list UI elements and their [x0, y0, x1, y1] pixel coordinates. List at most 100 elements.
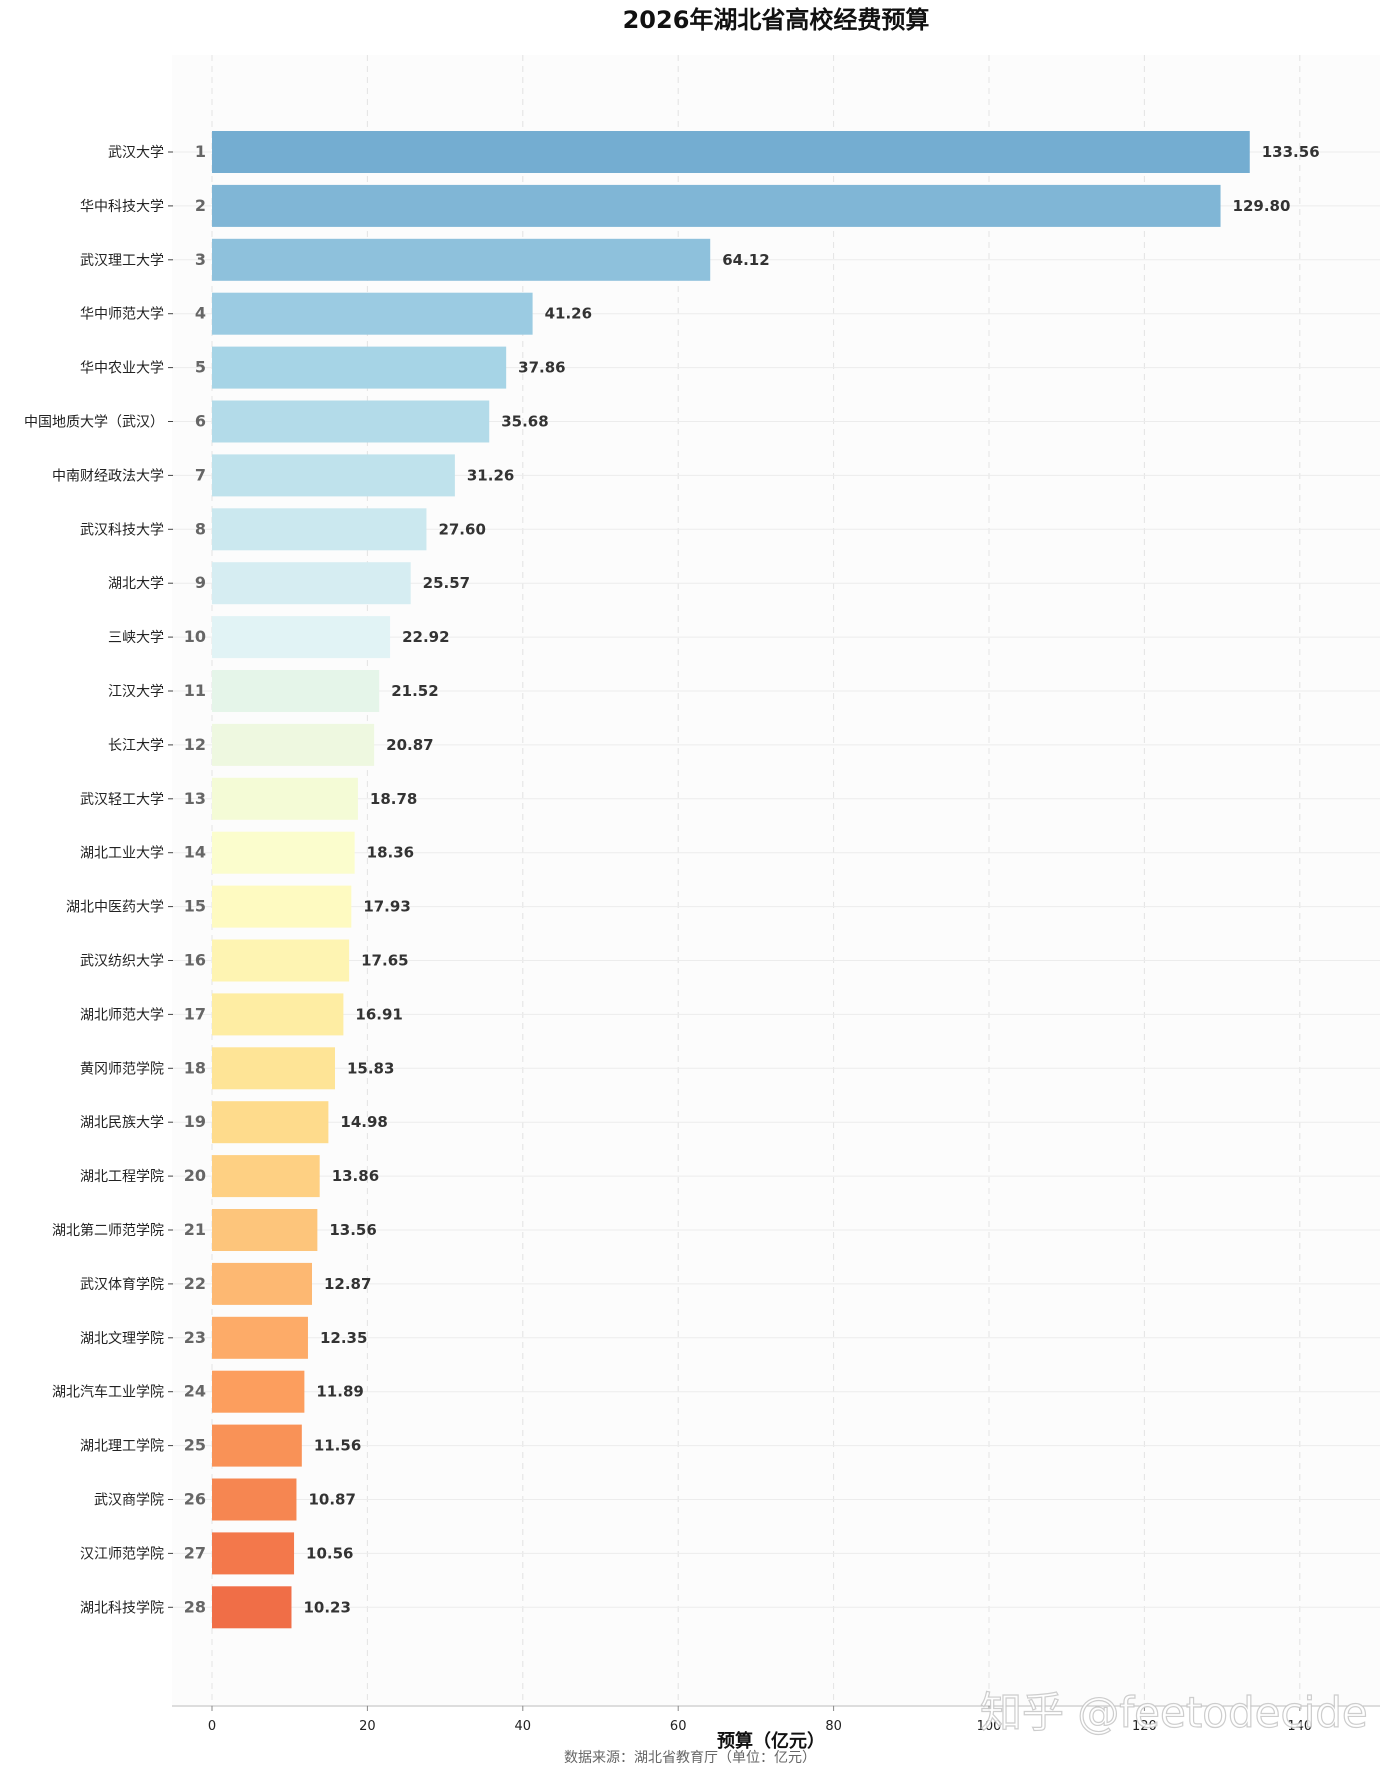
value-label: 21.52 [391, 682, 438, 700]
value-label: 13.86 [332, 1167, 379, 1185]
rank-label: 7 [195, 465, 206, 484]
rank-label: 25 [184, 1436, 206, 1455]
category-label: 湖北工业大学 [80, 846, 164, 862]
bar [212, 1478, 297, 1521]
category-label: 武汉科技大学 [80, 522, 164, 538]
bar [212, 400, 490, 443]
bars: 133.56 129.80 64.12 41.26 37.86 35.68 31.26 27.… [212, 131, 1320, 1629]
rank-label: 11 [184, 681, 206, 700]
rank-label: 6 [195, 412, 206, 431]
value-label: 31.26 [467, 466, 514, 484]
bar [212, 184, 1221, 227]
value-label: 18.36 [367, 844, 414, 862]
value-label: 16.91 [355, 1005, 402, 1023]
rank-label: 21 [184, 1220, 206, 1239]
value-label: 37.86 [518, 359, 565, 377]
bar [212, 1316, 308, 1359]
bar [212, 508, 427, 551]
bar [212, 1047, 335, 1090]
rank-label: 5 [195, 358, 206, 377]
rank-label: 23 [184, 1328, 206, 1347]
bar [212, 993, 344, 1036]
bar [212, 616, 391, 659]
value-label: 41.26 [545, 305, 592, 323]
bar [212, 1101, 329, 1144]
value-label: 25.57 [423, 574, 470, 592]
bar [212, 1586, 292, 1629]
category-label: 湖北汽车工业学院 [52, 1384, 164, 1401]
value-label: 64.12 [722, 251, 769, 269]
x-tick-label: 100 [977, 1719, 1002, 1734]
category-label: 湖北大学 [108, 576, 164, 592]
rank-label: 14 [184, 843, 206, 862]
chart-title: 2026年湖北省高校经费预算 [623, 6, 930, 34]
value-label: 133.56 [1262, 143, 1320, 161]
category-label: 湖北工程学院 [80, 1169, 164, 1185]
category-label: 湖北科技学院 [80, 1600, 164, 1616]
rank-label: 17 [184, 1004, 206, 1023]
rank-label: 16 [184, 951, 206, 970]
value-label: 10.56 [306, 1544, 353, 1562]
value-label: 20.87 [386, 736, 433, 754]
category-label: 湖北中医药大学 [66, 900, 164, 916]
bar [212, 238, 711, 281]
rank-label: 9 [195, 573, 206, 592]
x-axis-title: 预算（亿元） [717, 1730, 825, 1752]
rank-label: 12 [184, 735, 206, 754]
x-tick-label: 60 [670, 1719, 687, 1734]
rank-label: 24 [184, 1382, 206, 1401]
category-label: 湖北理工学院 [80, 1439, 164, 1455]
rank-label: 10 [184, 627, 206, 646]
bar [212, 1262, 312, 1305]
rank-label: 18 [184, 1058, 206, 1077]
rank-label: 20 [184, 1166, 206, 1185]
category-label: 华中师范大学 [80, 306, 164, 323]
category-label: 汉江师范学院 [80, 1545, 164, 1562]
category-label: 华中科技大学 [80, 199, 164, 215]
x-tick-label: 140 [1287, 1719, 1312, 1734]
value-label: 129.80 [1233, 197, 1291, 215]
category-label: 武汉商学院 [94, 1493, 164, 1509]
category-label: 湖北师范大学 [80, 1006, 164, 1023]
rank-label: 22 [184, 1274, 206, 1293]
source-note: 数据来源：湖北省教育厅（单位：亿元） [564, 1750, 816, 1766]
category-label: 武汉纺织大学 [80, 954, 164, 970]
value-label: 12.35 [320, 1329, 367, 1347]
bar [212, 831, 355, 874]
value-label: 17.65 [361, 952, 408, 970]
bar [212, 1209, 318, 1251]
category-label: 武汉体育学院 [80, 1277, 164, 1293]
bar [212, 1532, 295, 1575]
category-label: 湖北第二师范学院 [52, 1222, 164, 1239]
category-label: 武汉轻工大学 [80, 792, 164, 808]
rank-label: 19 [184, 1112, 206, 1131]
rank-label: 27 [184, 1543, 206, 1562]
category-label: 江汉大学 [108, 684, 164, 700]
x-tick-label: 80 [825, 1719, 842, 1734]
category-label: 三峡大学 [108, 630, 164, 646]
category-label: 中南财经政法大学 [52, 468, 164, 484]
bar [212, 562, 411, 605]
value-label: 13.56 [329, 1221, 376, 1239]
rank-label: 26 [184, 1490, 206, 1509]
value-label: 10.87 [308, 1491, 355, 1509]
x-tick-label: 120 [1132, 1719, 1157, 1734]
x-tick-label: 0 [208, 1719, 216, 1734]
rank-label: 2 [195, 196, 206, 215]
category-label: 武汉理工大学 [80, 253, 164, 269]
rank-label: 8 [195, 519, 206, 538]
x-axis: 0 20 40 60 80 100 120 140 [172, 1705, 1380, 1734]
category-labels: 1 武汉大学 2 华中科技大学 3 武汉理工大学 4 华中师范大学 5 华中农业大学 6 中国地质大学… [24, 142, 206, 1616]
bar [212, 1370, 305, 1413]
bar [212, 723, 375, 766]
rank-label: 1 [195, 142, 206, 161]
rank-label: 28 [184, 1597, 206, 1616]
value-label: 18.78 [370, 790, 417, 808]
value-label: 27.60 [438, 520, 485, 538]
value-label: 17.93 [363, 898, 410, 916]
bar [212, 1424, 302, 1467]
category-label: 武汉大学 [108, 145, 164, 161]
x-tick-label: 40 [515, 1719, 532, 1734]
category-label: 中国地质大学（武汉） [24, 415, 164, 431]
